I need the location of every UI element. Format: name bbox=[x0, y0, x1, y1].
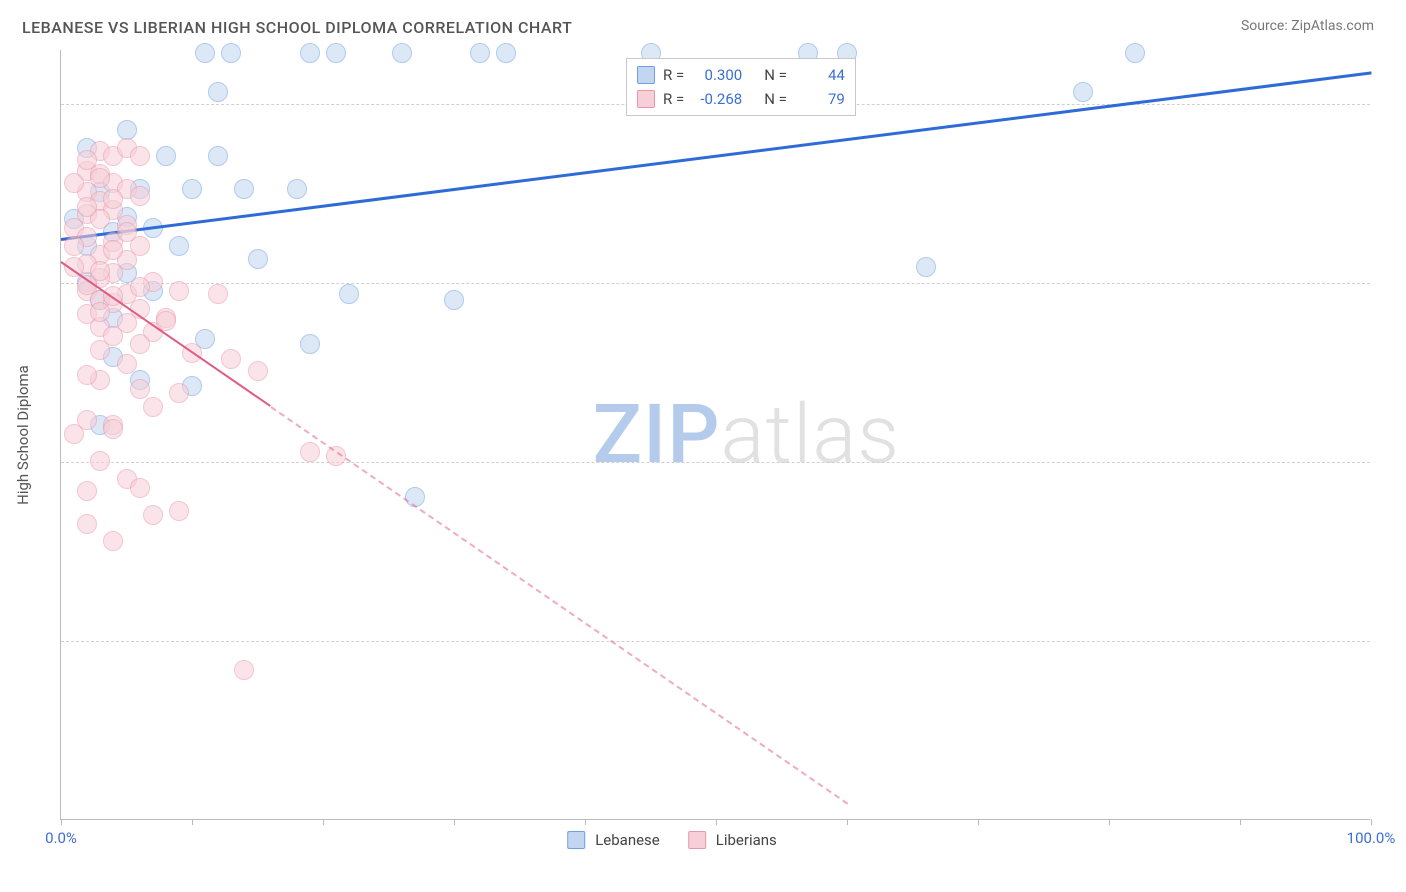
legend-n-value: 79 bbox=[797, 90, 845, 108]
scatter-point bbox=[130, 334, 150, 354]
scatter-point bbox=[208, 284, 228, 304]
scatter-point bbox=[77, 514, 97, 534]
chart-title: LEBANESE VS LIBERIAN HIGH SCHOOL DIPLOMA… bbox=[22, 18, 572, 37]
x-tick bbox=[1371, 819, 1372, 825]
scatter-point bbox=[326, 43, 346, 63]
scatter-point bbox=[1125, 43, 1145, 63]
legend-r-label: R = bbox=[663, 66, 684, 84]
x-tick-label: 0.0% bbox=[45, 829, 77, 847]
legend-swatch bbox=[688, 831, 706, 849]
x-tick bbox=[978, 819, 979, 825]
scatter-point bbox=[182, 179, 202, 199]
watermark-part1: ZIP bbox=[593, 387, 721, 483]
legend-swatch bbox=[637, 66, 655, 84]
legend-swatch bbox=[637, 90, 655, 108]
scatter-point bbox=[103, 531, 123, 551]
y-axis-title: High School Diploma bbox=[14, 365, 32, 505]
correlation-legend: R = 0.300 N = 44 R = -0.268 N = 79 bbox=[626, 58, 856, 116]
scatter-point bbox=[339, 284, 359, 304]
scatter-point bbox=[156, 146, 176, 166]
x-tick bbox=[1240, 819, 1241, 825]
scatter-point bbox=[130, 146, 150, 166]
scatter-point bbox=[117, 354, 137, 374]
scatter-point bbox=[248, 361, 268, 381]
gridline-horizontal bbox=[61, 462, 1370, 463]
x-tick bbox=[1109, 819, 1110, 825]
scatter-point bbox=[130, 277, 150, 297]
x-tick bbox=[716, 819, 717, 825]
scatter-point bbox=[130, 379, 150, 399]
scatter-point bbox=[90, 168, 110, 188]
scatter-point bbox=[143, 505, 163, 525]
scatter-point bbox=[169, 383, 189, 403]
scatter-plot: High School Diploma ZIPatlas 70.0%80.0%9… bbox=[60, 50, 1370, 820]
scatter-point bbox=[90, 340, 110, 360]
scatter-point bbox=[208, 146, 228, 166]
legend-n-label: N = bbox=[764, 66, 787, 84]
scatter-point bbox=[90, 302, 110, 322]
scatter-point bbox=[392, 43, 412, 63]
scatter-point bbox=[130, 478, 150, 498]
x-tick bbox=[454, 819, 455, 825]
scatter-point bbox=[470, 43, 490, 63]
scatter-point bbox=[195, 43, 215, 63]
scatter-point bbox=[77, 197, 97, 217]
legend-series-label: Lebanese bbox=[595, 831, 660, 849]
x-tick bbox=[192, 819, 193, 825]
scatter-point bbox=[64, 424, 84, 444]
legend-r-label: R = bbox=[663, 90, 684, 108]
x-tick bbox=[61, 819, 62, 825]
scatter-point bbox=[169, 236, 189, 256]
legend-swatch bbox=[567, 831, 585, 849]
legend-row: R = 0.300 N = 44 bbox=[637, 63, 845, 87]
source-label: Source: ZipAtlas.com bbox=[1241, 18, 1374, 34]
scatter-point bbox=[117, 222, 137, 242]
x-tick-label: 100.0% bbox=[1347, 829, 1396, 847]
scatter-point bbox=[169, 281, 189, 301]
x-tick bbox=[847, 819, 848, 825]
gridline-horizontal bbox=[61, 283, 1370, 284]
legend-n-label: N = bbox=[764, 90, 787, 108]
scatter-point bbox=[234, 179, 254, 199]
scatter-point bbox=[300, 334, 320, 354]
series-legend: Lebanese Liberians bbox=[567, 831, 795, 849]
scatter-point bbox=[287, 179, 307, 199]
legend-row: R = -0.268 N = 79 bbox=[637, 87, 845, 111]
scatter-point bbox=[77, 150, 97, 170]
legend-series-label: Liberians bbox=[716, 831, 777, 849]
scatter-point bbox=[143, 397, 163, 417]
scatter-point bbox=[77, 365, 97, 385]
scatter-point bbox=[444, 290, 464, 310]
x-tick bbox=[323, 819, 324, 825]
scatter-point bbox=[300, 43, 320, 63]
scatter-point bbox=[496, 43, 516, 63]
scatter-point bbox=[916, 257, 936, 277]
scatter-point bbox=[64, 236, 84, 256]
scatter-point bbox=[103, 419, 123, 439]
scatter-point bbox=[169, 501, 189, 521]
legend-r-value: -0.268 bbox=[694, 90, 742, 108]
scatter-point bbox=[248, 249, 268, 269]
scatter-point bbox=[234, 660, 254, 680]
scatter-point bbox=[221, 349, 241, 369]
scatter-point bbox=[208, 82, 228, 102]
watermark: ZIPatlas bbox=[593, 387, 900, 483]
scatter-point bbox=[103, 189, 123, 209]
scatter-point bbox=[103, 240, 123, 260]
scatter-point bbox=[221, 43, 241, 63]
scatter-point bbox=[64, 173, 84, 193]
scatter-point bbox=[90, 451, 110, 471]
scatter-point bbox=[300, 442, 320, 462]
scatter-point bbox=[130, 186, 150, 206]
x-tick bbox=[585, 819, 586, 825]
legend-n-value: 44 bbox=[797, 66, 845, 84]
trend-line bbox=[270, 406, 848, 804]
scatter-point bbox=[1073, 82, 1093, 102]
watermark-part2: atlas bbox=[721, 387, 900, 483]
legend-r-value: 0.300 bbox=[694, 66, 742, 84]
gridline-horizontal bbox=[61, 641, 1370, 642]
scatter-point bbox=[77, 481, 97, 501]
